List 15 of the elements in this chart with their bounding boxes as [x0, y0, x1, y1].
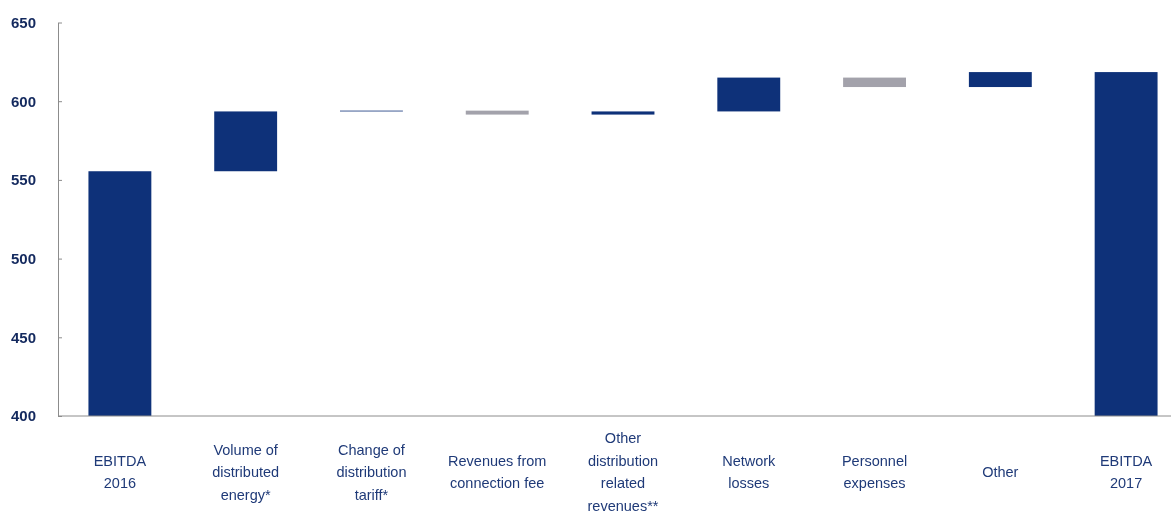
y-tick-label: 550 — [10, 171, 36, 189]
y-tick-label: 600 — [10, 92, 36, 110]
x-tick-label: Volume of distributed energy* — [212, 441, 280, 503]
y-tick-label: 450 — [10, 328, 36, 346]
y-tick-label: 650 — [10, 13, 36, 31]
x-tick-label: EBITDA 2016 — [93, 452, 147, 492]
x-tick-label: Change of distribution tariff* — [336, 441, 407, 503]
y-tick-label: 500 — [10, 249, 36, 267]
x-tick-label: Network losses — [722, 452, 777, 492]
x-tick-label: EBITDA 2017 — [1099, 452, 1153, 492]
y-tick-label: 400 — [10, 407, 36, 425]
x-tick-label: Other distribution related revenues** — [587, 430, 659, 514]
x-tick-label: Other — [982, 464, 1019, 481]
x-tick-label: Personnel expenses — [841, 452, 908, 492]
x-tick-label: Revenues from connection fee — [448, 452, 547, 492]
